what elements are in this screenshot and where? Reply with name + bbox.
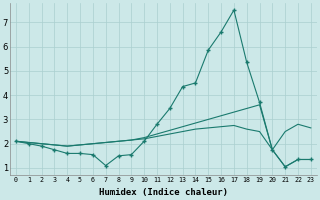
X-axis label: Humidex (Indice chaleur): Humidex (Indice chaleur) (99, 188, 228, 197)
